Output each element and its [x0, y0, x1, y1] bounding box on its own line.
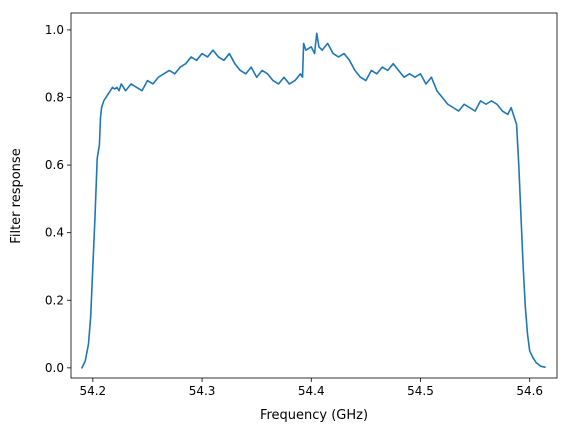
x-axis-label: Frequency (GHz): [260, 408, 368, 423]
y-tick-label: 0.2: [45, 293, 64, 307]
x-tick-label: 54.5: [407, 384, 434, 398]
data-layer: [81, 32, 546, 369]
y-axis-ticks: 0.0 0.2 0.4 0.6 0.8 1.0: [45, 23, 71, 375]
y-tick-label: 0.6: [45, 158, 64, 172]
x-tick-label: 54.3: [189, 384, 216, 398]
y-tick-label: 0.4: [45, 226, 64, 240]
x-tick-label: 54.2: [79, 384, 106, 398]
x-tick-label: 54.4: [298, 384, 325, 398]
y-axis-label: Filter response: [9, 148, 24, 243]
x-tick-label: 54.6: [516, 384, 543, 398]
y-tick-label: 0.8: [45, 90, 64, 104]
plot-area: [71, 13, 557, 378]
x-axis-ticks: 54.2 54.3 54.4 54.5 54.6: [79, 378, 543, 398]
plot-frame: [70, 12, 558, 379]
y-tick-label: 1.0: [45, 23, 64, 37]
series-line-0: [81, 32, 546, 369]
y-tick-label: 0.0: [45, 361, 64, 375]
